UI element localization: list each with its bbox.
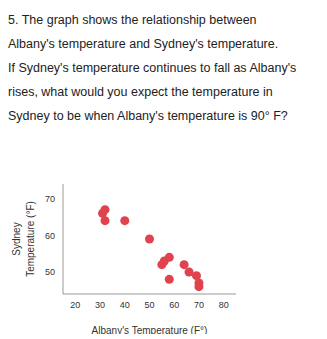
svg-text:Albany's Temperature (F°): Albany's Temperature (F°) [92,325,208,334]
svg-text:Temperature (°F): Temperature (°F) [25,201,36,277]
svg-text:70: 70 [45,194,55,204]
svg-text:50: 50 [144,300,154,310]
html-text:5. The graph shows the relatio: 5. The graph shows the relationship betw… [8,13,297,123]
svg-text:Sydney: Sydney [11,222,22,255]
svg-text:60: 60 [45,231,55,241]
svg-text:80: 80 [219,300,229,310]
svg-text:30: 30 [95,300,105,310]
svg-text:40: 40 [120,300,130,310]
svg-text:50: 50 [45,267,55,277]
svg-text:20: 20 [70,300,80,310]
svg-text:60: 60 [169,300,179,310]
svg-text:70: 70 [194,300,204,310]
